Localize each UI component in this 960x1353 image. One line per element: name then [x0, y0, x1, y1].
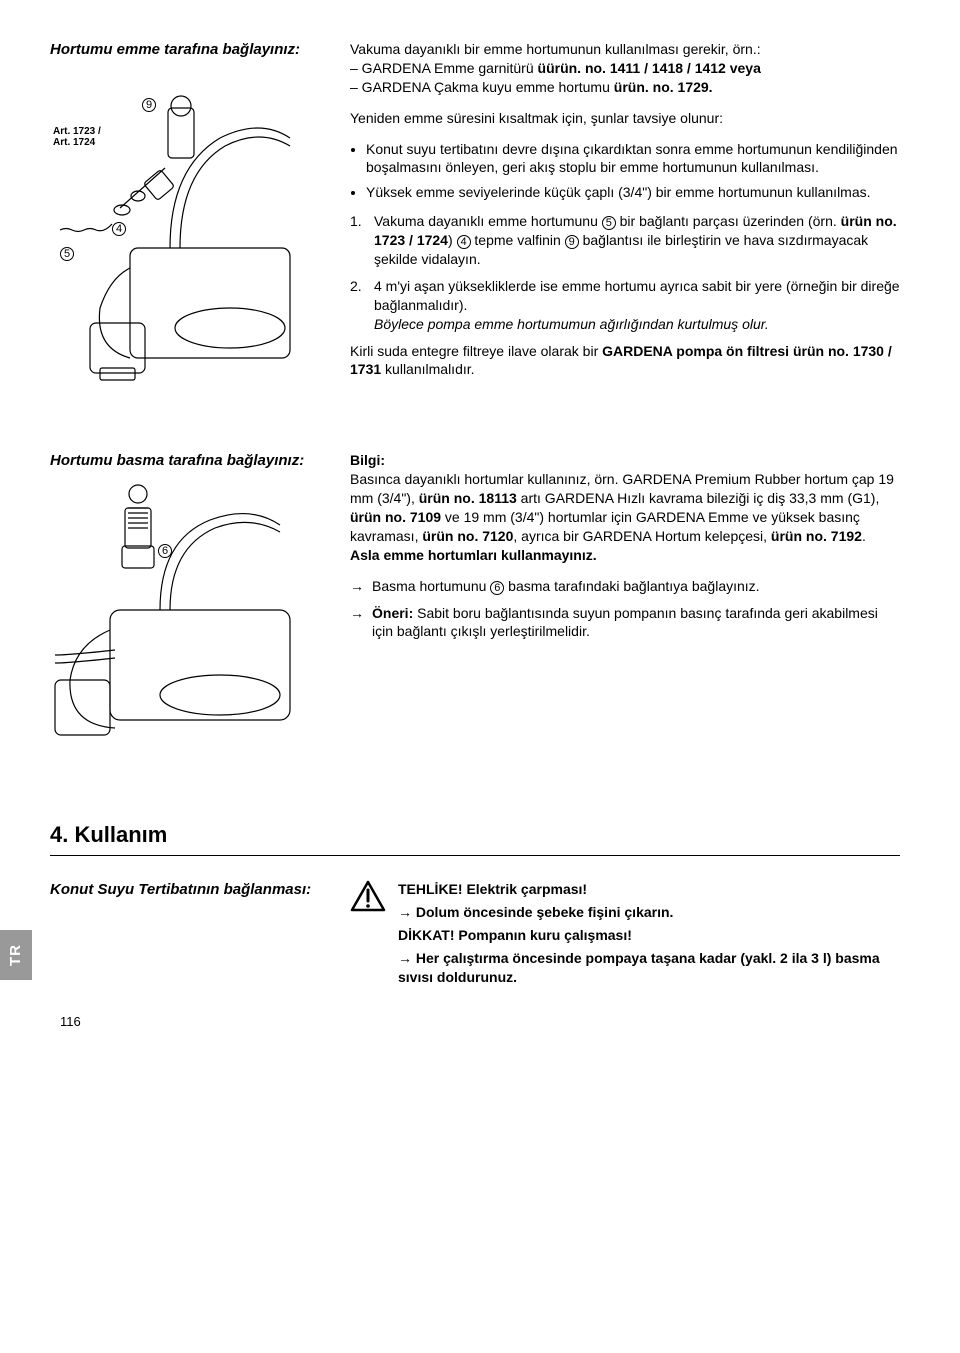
arrow-icon	[350, 604, 366, 642]
inline-callout-6: 6	[490, 581, 504, 595]
warning-triangle-icon	[350, 880, 386, 912]
text: 4 m'yi aşan yüksekliklerde ise emme hort…	[374, 278, 900, 313]
text: Öneri:	[372, 605, 413, 621]
text: – GARDENA Çakma kuyu emme hortumu	[350, 79, 614, 95]
language-tab: TR	[0, 930, 32, 980]
text: ürün no. 7109	[350, 509, 441, 525]
text: Vakuma dayanıklı bir emme hortumunun kul…	[350, 41, 761, 57]
filter-note: Kirli suda entegre filtreye ilave olarak…	[350, 342, 900, 380]
bullet-item: Konut suyu tertibatını devre dışına çıka…	[366, 140, 900, 178]
section-usage: Konut Suyu Tertibatının bağlanması: TEHL…	[50, 880, 900, 990]
text: kullanılmalıdır.	[381, 361, 474, 377]
text: Her çalıştırma öncesinde pompaya taşana …	[398, 950, 880, 985]
callout-4: 4	[112, 222, 126, 236]
callout-6: 6	[158, 544, 172, 558]
heading-suction-side: Hortumu emme tarafına bağlayınız:	[50, 40, 330, 60]
bullet-item: Yüksek emme seviyelerinde küçük çaplı (3…	[366, 183, 900, 202]
warning-text: Asla emme hortumları kullanmayınız.	[350, 547, 597, 563]
arrow-text: Öneri: Sabit boru bağlantısında suyun po…	[372, 604, 900, 642]
pump-pressure-illustration: 6	[50, 480, 310, 760]
inline-callout-4: 4	[457, 235, 471, 249]
section-suction-side: Hortumu emme tarafına bağlayınız:	[50, 40, 900, 391]
info-label: Bilgi:	[350, 452, 385, 468]
text: Sabit boru bağlantısında suyun pompanın …	[372, 605, 878, 640]
arrow-text: Basma hortumunu 6 basma tarafındaki bağl…	[372, 577, 760, 596]
text: ürün no. 7120	[422, 528, 513, 544]
text: Kirli suda entegre filtreye ilave olarak…	[350, 343, 602, 359]
pump-suction-illustration: 9 Art. 1723 / Art. 1724 4 5	[50, 68, 310, 388]
text: – GARDENA Emme garnitürü	[350, 60, 538, 76]
heading-connection: Konut Suyu Tertibatının bağlanması:	[50, 880, 330, 900]
danger-line-1: TEHLİKE! Elektrik çarpması!	[398, 880, 900, 899]
text: Vakuma dayanıklı emme hortumunu	[374, 213, 602, 229]
warning-text-block: TEHLİKE! Elektrik çarpması! → Dolum önce…	[398, 880, 900, 990]
intro-paragraph: Vakuma dayanıklı bir emme hortumunun kul…	[350, 40, 900, 97]
inline-callout-5: 5	[602, 216, 616, 230]
text: )	[448, 232, 457, 248]
inline-callout-9: 9	[565, 235, 579, 249]
text: ürün no. 7192	[771, 528, 862, 544]
text: .	[862, 528, 866, 544]
section-title-usage: 4. Kullanım	[50, 820, 900, 850]
arrow-icon	[350, 577, 366, 596]
arrow-step-2: Öneri: Sabit boru bağlantısında suyun po…	[350, 604, 900, 642]
step-text: 4 m'yi aşan yüksekliklerde ise emme hort…	[374, 277, 900, 334]
callout-5: 5	[60, 247, 74, 261]
art-label-line2: Art. 1724	[53, 137, 101, 148]
step-number: 1.	[350, 212, 368, 269]
warning-box: TEHLİKE! Elektrik çarpması! → Dolum önce…	[350, 880, 900, 990]
text: tepme valfinin	[471, 232, 565, 248]
section-pressure-side: Hortumu basma tarafına bağlayınız:	[50, 451, 900, 759]
text: basma tarafındaki bağlantıya bağlayınız.	[504, 578, 759, 594]
advice-intro: Yeniden emme süresini kısaltmak için, şu…	[350, 109, 900, 128]
text: Dolum öncesinde şebeke fişini çıkarın.	[416, 904, 674, 920]
numbered-steps: 1. Vakuma dayanıklı emme hortumunu 5 bir…	[350, 212, 900, 333]
text: , ayrıca bir GARDENA Hortum kelepçesi,	[513, 528, 771, 544]
danger-arrow-2: → Her çalıştırma öncesinde pompaya taşan…	[398, 949, 900, 987]
text: bir bağlantı parçası üzerinden (örn.	[616, 213, 841, 229]
danger-arrow-1: → Dolum öncesinde şebeke fişini çıkarın.	[398, 903, 900, 922]
step-number: 2.	[350, 277, 368, 334]
info-block: Bilgi: Basınca dayanıklı hortumlar kulla…	[350, 451, 900, 564]
art-label-line1: Art. 1723 /	[53, 126, 101, 137]
text: ürün. no. 1729.	[614, 79, 713, 95]
arrow-step-1: Basma hortumunu 6 basma tarafındaki bağl…	[350, 577, 900, 596]
advice-bullets: Konut suyu tertibatını devre dışına çıka…	[350, 140, 900, 203]
section-divider	[50, 855, 900, 856]
text: Basma hortumunu	[372, 578, 490, 594]
page-number: 116	[60, 1013, 81, 1031]
heading-pressure-side: Hortumu basma tarafına bağlayınız:	[50, 451, 330, 471]
text: Böylece pompa emme hortumumun ağırlığınd…	[374, 316, 769, 332]
text: ürün no. 18113	[419, 490, 517, 506]
callout-9: 9	[142, 98, 156, 112]
text: artı GARDENA Hızlı kavrama bileziği iç d…	[517, 490, 880, 506]
text: üürün. no. 1411 / 1418 / 1412 veya	[538, 60, 761, 76]
danger-line-2: DİKKAT! Pompanın kuru çalışması!	[398, 926, 900, 945]
step-text: Vakuma dayanıklı emme hortumunu 5 bir ba…	[374, 212, 900, 269]
